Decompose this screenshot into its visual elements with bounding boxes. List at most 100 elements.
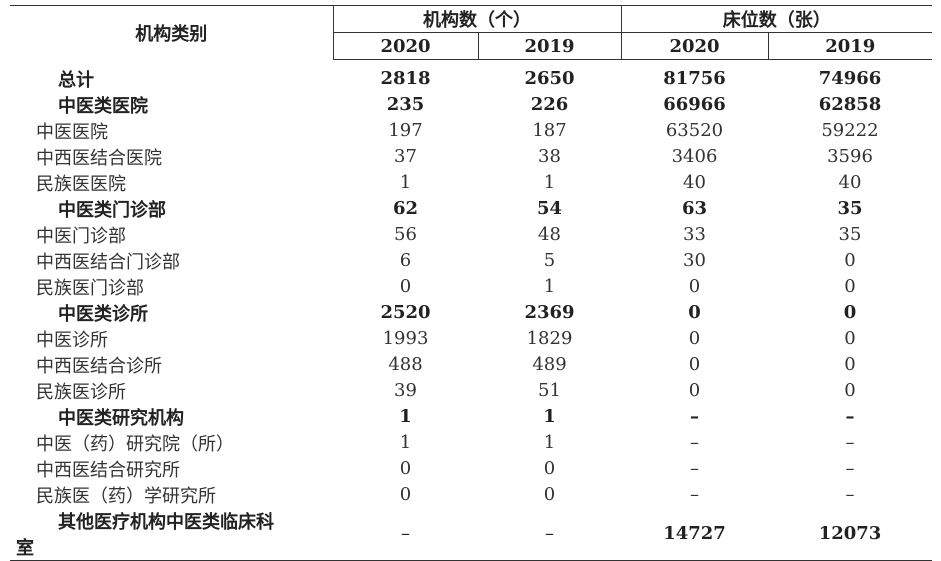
cell-value: 5 <box>543 250 556 272</box>
table-row: 中医（药）研究院（所） 1 1 – – <box>10 430 932 456</box>
row-label: 中医（药）研究院（所） <box>36 433 234 455</box>
cell-value: 1993 <box>382 328 429 350</box>
cell-value: 0 <box>688 328 701 350</box>
row-label: 中医类门诊部 <box>58 199 166 221</box>
cell-value: – <box>478 507 621 561</box>
cell-value: 63 <box>681 198 708 220</box>
cell-value: 488 <box>388 354 423 376</box>
cell-value: 0 <box>399 484 412 506</box>
row-label: 中西医结合门诊部 <box>36 251 180 273</box>
table-row: 民族医医院 1 1 40 40 <box>10 170 932 196</box>
row-label: 中医类医院 <box>58 95 148 117</box>
cell-value: 1 <box>543 432 556 454</box>
cell-value: 39 <box>394 380 417 402</box>
row-label: 中医类诊所 <box>58 303 148 325</box>
header-year: 2019 <box>768 32 932 60</box>
header-year: 2020 <box>621 32 769 60</box>
cell-value: 1 <box>399 172 412 194</box>
cell-value: 30 <box>683 250 706 272</box>
row-label: 其他医疗机构中医类临床科 室 <box>10 507 333 561</box>
row-label: 民族医医院 <box>36 173 126 195</box>
cell-value: 0 <box>844 250 856 272</box>
header-year: 2020 <box>333 32 479 60</box>
cell-value: 0 <box>688 380 701 402</box>
row-label: 民族医门诊部 <box>36 277 144 299</box>
cell-value: 35 <box>838 224 862 246</box>
table-row: 中医医院 197 187 63520 59222 <box>10 118 932 144</box>
header-year: 2019 <box>478 32 622 60</box>
cell-value: – <box>690 432 699 454</box>
cell-value: – <box>845 406 855 428</box>
table-row: 民族医（药）学研究所 0 0 – – <box>10 482 932 508</box>
cell-value: 1829 <box>526 328 573 350</box>
table-row: 民族医诊所 39 51 0 0 <box>10 378 932 404</box>
cell-value: 0 <box>543 484 556 506</box>
cell-value: 1 <box>543 276 556 298</box>
row-label: 民族医（药）学研究所 <box>36 485 216 507</box>
cell-value: 62 <box>392 198 419 220</box>
table-row: 中医类诊所 2520 2369 0 0 <box>10 300 932 326</box>
cell-value: 2650 <box>524 68 575 90</box>
cell-value: 235 <box>386 94 425 116</box>
cell-value: 0 <box>399 276 412 298</box>
header-row-groups: 机构类别 机构数（个） 床位数（张） <box>10 5 932 60</box>
cell-value: 0 <box>688 354 701 376</box>
cell-value: 3596 <box>827 146 873 168</box>
cell-value: 489 <box>532 354 567 376</box>
cell-value: – <box>845 484 855 506</box>
row-label: 民族医诊所 <box>36 381 126 403</box>
table-row: 中西医结合门诊部 6 5 30 0 <box>10 248 932 274</box>
row-label: 中西医结合医院 <box>36 147 162 169</box>
row-label: 总计 <box>58 69 94 91</box>
cell-value: 66966 <box>663 94 726 116</box>
cell-value: 1 <box>399 432 412 454</box>
table-row: 中西医结合医院 37 38 3406 3596 <box>10 144 932 170</box>
cell-value: 35 <box>837 198 863 220</box>
table-row: 其他医疗机构中医类临床科 室 – – 14727 12073 <box>10 507 932 561</box>
cell-value: 56 <box>394 224 417 246</box>
header-row-years: 2020 2019 2020 2019 <box>10 32 932 60</box>
cell-value: 62858 <box>818 94 882 116</box>
cell-value: 2520 <box>380 302 431 324</box>
cell-value: 0 <box>844 354 856 376</box>
cell-value: – <box>690 484 699 506</box>
cell-value: – <box>333 507 478 561</box>
stats-table: 机构类别 机构数（个） 床位数（张） 2020 2019 2020 2019 总… <box>10 5 932 561</box>
cell-value: 6 <box>399 250 412 272</box>
cell-value: 197 <box>388 120 423 142</box>
row-label: 中西医结合诊所 <box>36 355 162 377</box>
row-label: 中医诊所 <box>36 329 108 351</box>
row-label: 中医类研究机构 <box>58 407 184 429</box>
table-row: 总计 2818 2650 81756 74966 <box>10 60 932 92</box>
cell-value: 2369 <box>524 302 575 324</box>
table-row: 中医类研究机构 1 1 – – <box>10 404 932 430</box>
cell-value: 1 <box>543 406 556 428</box>
cell-value: 0 <box>844 328 856 350</box>
table-row: 民族医门诊部 0 1 0 0 <box>10 274 932 300</box>
cell-value: 63520 <box>665 120 724 142</box>
cell-value: 54 <box>536 198 563 220</box>
cell-value: 0 <box>688 302 701 324</box>
table-row: 中西医结合研究所 0 0 – – <box>10 456 932 482</box>
cell-value: 33 <box>683 224 706 246</box>
cell-value: 37 <box>394 146 417 168</box>
cell-value: 12073 <box>768 507 932 561</box>
table-row: 中医门诊部 56 48 33 35 <box>10 222 932 248</box>
cell-value: – <box>690 458 699 480</box>
cell-value: 0 <box>688 276 701 298</box>
table-row: 中医类门诊部 62 54 63 35 <box>10 196 932 222</box>
cell-value: 40 <box>838 172 862 194</box>
table-body: 总计 2818 2650 81756 74966 中医类医院 235 226 66966 6285… <box>10 60 932 561</box>
cell-value: 0 <box>844 276 856 298</box>
cell-value: 0 <box>844 380 856 402</box>
cell-value: – <box>845 458 855 480</box>
cell-value: 0 <box>399 458 412 480</box>
row-label-line1: 其他医疗机构中医类临床科 <box>58 511 274 533</box>
cell-value: 51 <box>538 380 561 402</box>
cell-value: 38 <box>538 146 561 168</box>
cell-value: 48 <box>538 224 561 246</box>
table-row: 中医类医院 235 226 66966 62858 <box>10 92 932 118</box>
row-label: 中西医结合研究所 <box>36 459 180 481</box>
cell-value: 14727 <box>621 507 768 561</box>
cell-value: – <box>690 406 699 428</box>
